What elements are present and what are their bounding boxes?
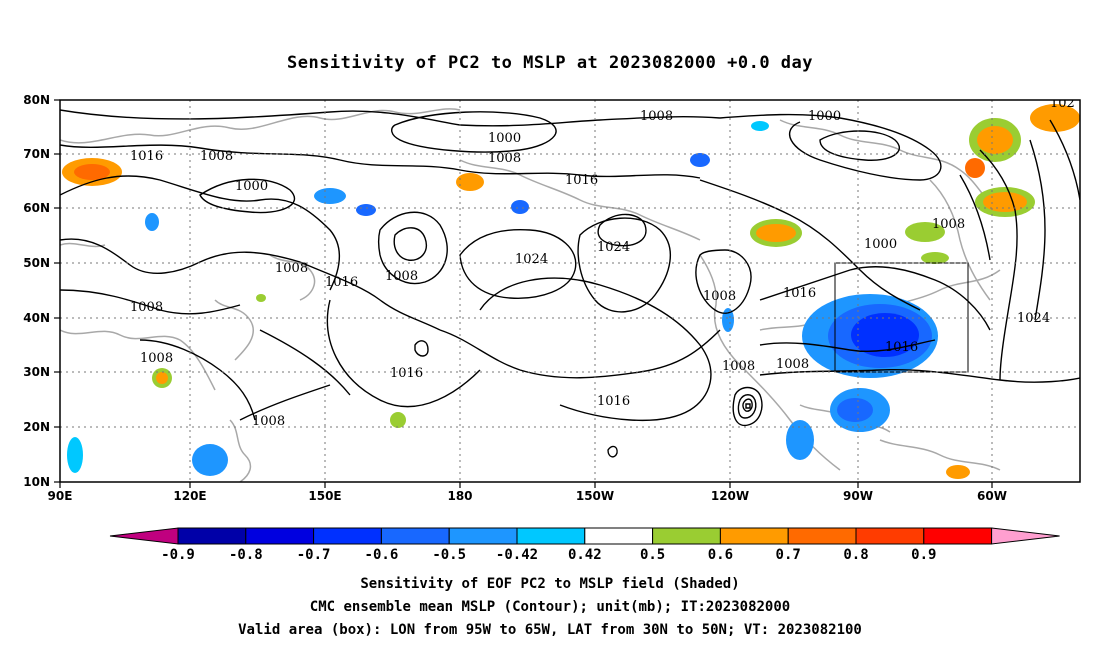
figure-title: Sensitivity of PC2 to MSLP at 2023082000…: [287, 53, 813, 73]
colorbar-swatch: [855, 527, 925, 545]
lon-tick-label: 60W: [977, 489, 1007, 503]
lon-tick-label: 180: [447, 489, 472, 503]
colorbar-swatch: [652, 527, 721, 545]
contour-label: 1008: [385, 269, 418, 284]
grid-lines: [60, 100, 1080, 482]
sensitivity-shading: [62, 104, 1080, 479]
lon-tick-label: 90E: [48, 489, 73, 503]
colorbar-swatch: [177, 527, 247, 545]
contour-label: 1016: [885, 340, 918, 355]
contour-label: 1008: [640, 109, 673, 124]
colorbar-swatch: [245, 527, 315, 545]
lon-tick-label: 150E: [308, 489, 341, 503]
lat-tick-label: 20N: [23, 420, 50, 434]
colorbar-swatch: [787, 527, 857, 545]
lon-tick-label: 90W: [843, 489, 873, 503]
contour-label: 1000: [488, 131, 521, 146]
contour-label: 1008: [488, 151, 521, 166]
colorbar-label: -0.5: [432, 547, 466, 563]
colorbar-swatch: [719, 527, 789, 545]
contour-label: 1024: [515, 252, 548, 267]
lat-tick-label: 30N: [23, 365, 50, 379]
contour-label: 1008: [200, 149, 233, 164]
contour-label: 1016: [565, 173, 598, 188]
lon-tick-label: 120E: [173, 489, 206, 503]
colorbar-label: -0.6: [365, 547, 399, 563]
lat-tick-label: 50N: [23, 256, 50, 270]
caption-line-3: Valid area (box): LON from 95W to 65W, L…: [238, 622, 862, 638]
contour-label: 1008: [703, 289, 736, 304]
mslp-contours: [60, 109, 1080, 458]
lat-tick-label: 80N: [23, 93, 50, 107]
contour-label: 1016: [325, 275, 358, 290]
colorbar-swatch: [516, 527, 586, 545]
colorbar-swatch: [380, 527, 450, 545]
lon-tick-labels: 90E 120E 150E 180 150W 120W 90W 60W: [48, 489, 1007, 503]
contour-label: 1016: [130, 149, 163, 164]
contour-label: 1008: [722, 359, 755, 374]
contour-label: 1000: [864, 237, 897, 252]
contour-label: 1008: [130, 300, 163, 315]
colorbar-label: -0.8: [229, 547, 263, 563]
contour-label: 1024: [1017, 311, 1050, 326]
lat-tick-label: 10N: [23, 475, 50, 489]
colorbar-label: -0.7: [297, 547, 331, 563]
colorbar-swatch: [584, 527, 654, 545]
caption-line-1: Sensitivity of EOF PC2 to MSLP field (Sh…: [360, 576, 739, 592]
colorbar: -0.9 -0.8 -0.7 -0.6 -0.5 -0.42 0.42 0.5 0.6 0.7 0.…: [109, 527, 1060, 563]
colorbar-label: 0.6: [708, 547, 733, 563]
contour-label: 1016: [783, 286, 816, 301]
lon-tick-label: 150W: [576, 489, 614, 503]
map-panel: 1016 1008 1000 1008 1000 1008 1016 1008 …: [60, 96, 1080, 482]
colorbar-label: 0.7: [776, 547, 801, 563]
colorbar-label: 0.9: [911, 547, 936, 563]
lon-tick-label: 120W: [711, 489, 749, 503]
contour-label: 102: [1050, 96, 1075, 111]
colorbar-swatch: [448, 527, 518, 545]
contour-label: 1024: [597, 240, 630, 255]
contour-label: 1008: [932, 217, 965, 232]
colorbar-label: 0.8: [843, 547, 868, 563]
map-frame: [59, 99, 1081, 483]
contour-label: 1000: [235, 179, 268, 194]
colorbar-label: -0.9: [161, 547, 195, 563]
contour-label: 1008: [252, 414, 285, 429]
contour-label: 1016: [597, 394, 630, 409]
contour-label: 1016: [390, 366, 423, 381]
colorbar-label: -0.42: [496, 547, 538, 563]
contour-labels: 1016 1008 1000 1008 1000 1008 1016 1008 …: [130, 96, 1075, 429]
coastlines: [60, 108, 1001, 482]
contour-label: 1008: [275, 261, 308, 276]
colorbar-label: 0.42: [568, 547, 602, 563]
lat-tick-label: 40N: [23, 311, 50, 325]
colorbar-swatch: [313, 527, 382, 545]
contour-label: 1008: [140, 351, 173, 366]
lat-tick-label: 70N: [23, 147, 50, 161]
lat-tick-label: 60N: [23, 201, 50, 215]
contour-label: 1008: [776, 357, 809, 372]
colorbar-arrow-low: [109, 527, 179, 545]
tick-marks: [54, 99, 993, 488]
lat-tick-labels: 80N 70N 60N 50N 40N 30N 20N 10N: [23, 93, 50, 489]
caption-line-2: CMC ensemble mean MSLP (Contour); unit(m…: [310, 599, 790, 615]
colorbar-arrow-high: [991, 527, 1060, 545]
colorbar-label: 0.5: [640, 547, 665, 563]
contour-label: 1000: [808, 109, 841, 124]
colorbar-swatch: [923, 527, 993, 545]
